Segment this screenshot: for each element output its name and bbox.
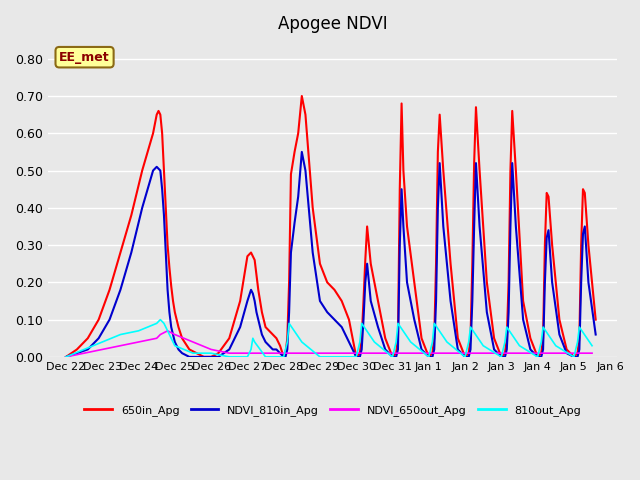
- Text: EE_met: EE_met: [60, 51, 110, 64]
- Title: Apogee NDVI: Apogee NDVI: [278, 15, 387, 33]
- Legend: 650in_Apg, NDVI_810in_Apg, NDVI_650out_Apg, 810out_Apg: 650in_Apg, NDVI_810in_Apg, NDVI_650out_A…: [80, 400, 586, 420]
